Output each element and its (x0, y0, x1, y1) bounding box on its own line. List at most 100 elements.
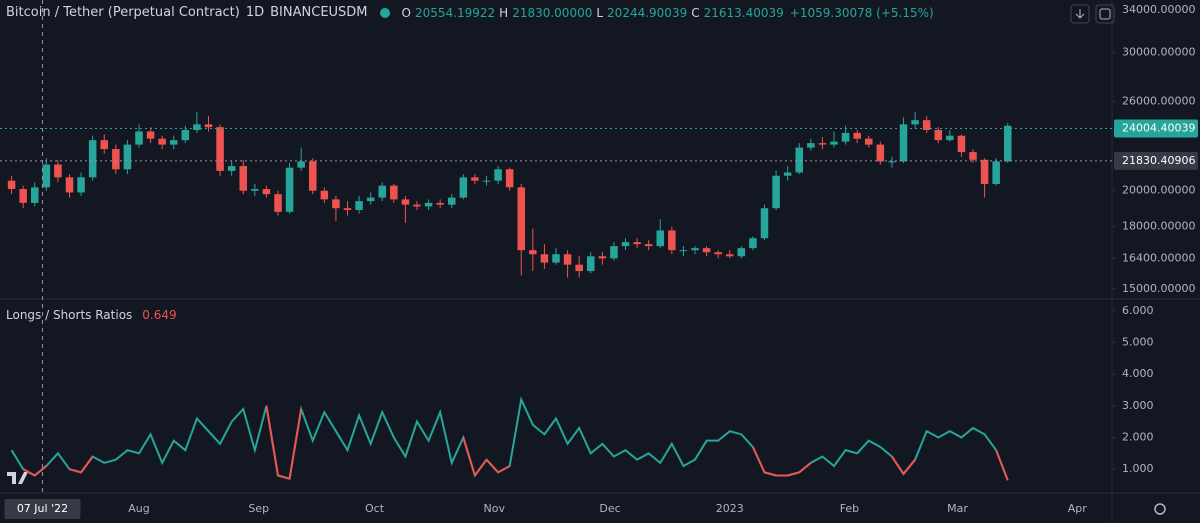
candle-body (65, 177, 74, 193)
toolbar[interactable] (1070, 4, 1115, 24)
ratio-line (10, 396, 1009, 481)
candle-body (193, 124, 201, 131)
ohlc-key: C (691, 5, 700, 20)
x-tick-label: Feb (840, 502, 859, 515)
candle-body (436, 202, 444, 205)
candle-body (911, 120, 919, 125)
y-tick-label: 20000.00000 (1122, 184, 1195, 197)
y-tick-label: 4.000 (1122, 367, 1154, 380)
candle-body (366, 197, 375, 202)
y-tick-label: 18000.00000 (1122, 220, 1195, 233)
ratio-low-segment (891, 455, 905, 475)
settings-icon[interactable] (1154, 503, 1166, 515)
candle-body (841, 132, 850, 142)
ratio-low-segment (277, 474, 290, 480)
candle-body (505, 169, 514, 188)
candle-body (216, 127, 224, 171)
y-tick-label: 16400.00000 (1122, 251, 1195, 264)
candle-body (447, 197, 456, 205)
candle-body (239, 166, 248, 191)
candle-body (332, 199, 340, 209)
x-tick-label: Dec (599, 502, 620, 515)
crosshair-label: 07 Jul '22 (17, 502, 68, 515)
price-badge (1114, 151, 1198, 170)
candle-body (274, 194, 282, 212)
price-badge-label: 24004.40039 (1122, 122, 1195, 135)
x-tick-label: Oct (365, 502, 385, 515)
candle-body (668, 230, 676, 251)
candle-body (888, 161, 896, 163)
candle-body (922, 120, 931, 131)
candle-body (413, 204, 421, 207)
candle-body (552, 254, 560, 263)
candle-body (656, 230, 665, 247)
exchange: BINANCEUSDM (270, 5, 368, 20)
candle-body (760, 208, 769, 239)
candle-body (691, 248, 699, 251)
ohlc-value: 20244.90039 (607, 5, 688, 20)
candle-body (610, 246, 618, 259)
ratio-low-segment (265, 405, 279, 476)
icon (1099, 8, 1111, 20)
ohlc-key: O (401, 5, 411, 20)
candle-body (135, 131, 143, 145)
candle-body (575, 264, 583, 272)
candle-body (992, 161, 1000, 184)
ratio-low-segment (764, 471, 777, 477)
ratio-low-segment (34, 465, 47, 477)
candle-body (204, 124, 213, 128)
candle-body (355, 201, 363, 211)
candle-body (123, 144, 132, 170)
ratio-low-segment (288, 408, 303, 479)
candle-body (112, 149, 120, 170)
candle-body (158, 138, 166, 145)
x-tick-label: 2023 (716, 502, 744, 515)
ratio-low-segment (69, 468, 82, 474)
y-tick-label: 6.000 (1122, 304, 1154, 317)
price-badge (1114, 119, 1198, 138)
ohlc-value: 21613.40039 (703, 5, 784, 20)
candle-body (899, 124, 908, 162)
ratio-low-segment (752, 446, 766, 473)
indicator-legend: Longs / Shorts Ratios 0.649 (6, 308, 177, 322)
candle-body (563, 254, 572, 265)
ratio-low-segment (497, 465, 511, 474)
candle-body (494, 169, 502, 181)
ohlc-value: 21830.00000 (512, 5, 593, 20)
candle-body (181, 130, 190, 141)
candle-body (42, 164, 51, 188)
candle-body (378, 185, 387, 198)
candle-body (390, 185, 398, 200)
candle-body (980, 159, 989, 184)
candle-body (864, 138, 873, 145)
change: +1059.30078 (+5.15%) (789, 5, 934, 20)
ratio-low-segment (462, 437, 476, 476)
candle-body (100, 140, 109, 150)
candle-body (262, 189, 271, 195)
y-tick-label: 1.000 (1122, 462, 1154, 475)
candle-body (482, 180, 491, 182)
y-tick-label: 30000.00000 (1122, 46, 1195, 59)
symbol-title: Bitcoin / Tether (Perpetual Contract) (6, 5, 240, 20)
candle-body (19, 189, 27, 203)
ratio-low-segment (80, 455, 94, 473)
candle-body (969, 152, 977, 160)
candle-body (737, 248, 746, 257)
button[interactable] (1095, 4, 1115, 24)
candle-body (644, 244, 653, 247)
status-dot (379, 7, 390, 18)
ratio-low-segment (902, 459, 916, 475)
candle-body (77, 177, 85, 193)
candle-body (633, 242, 641, 245)
candle-body (749, 238, 757, 249)
x-tick-label: Mar (947, 502, 968, 515)
candle-body (320, 190, 329, 200)
y-tick-label: 2.000 (1122, 431, 1154, 444)
ohlc-value: 20554.19922 (414, 5, 496, 20)
candle-body (934, 130, 943, 141)
button[interactable] (1070, 4, 1090, 24)
ratio-low-segment (787, 471, 800, 477)
legend: Bitcoin / Tether (Perpetual Contract) 1D… (6, 5, 934, 20)
candle-body (795, 147, 804, 173)
candle-body (169, 140, 178, 145)
